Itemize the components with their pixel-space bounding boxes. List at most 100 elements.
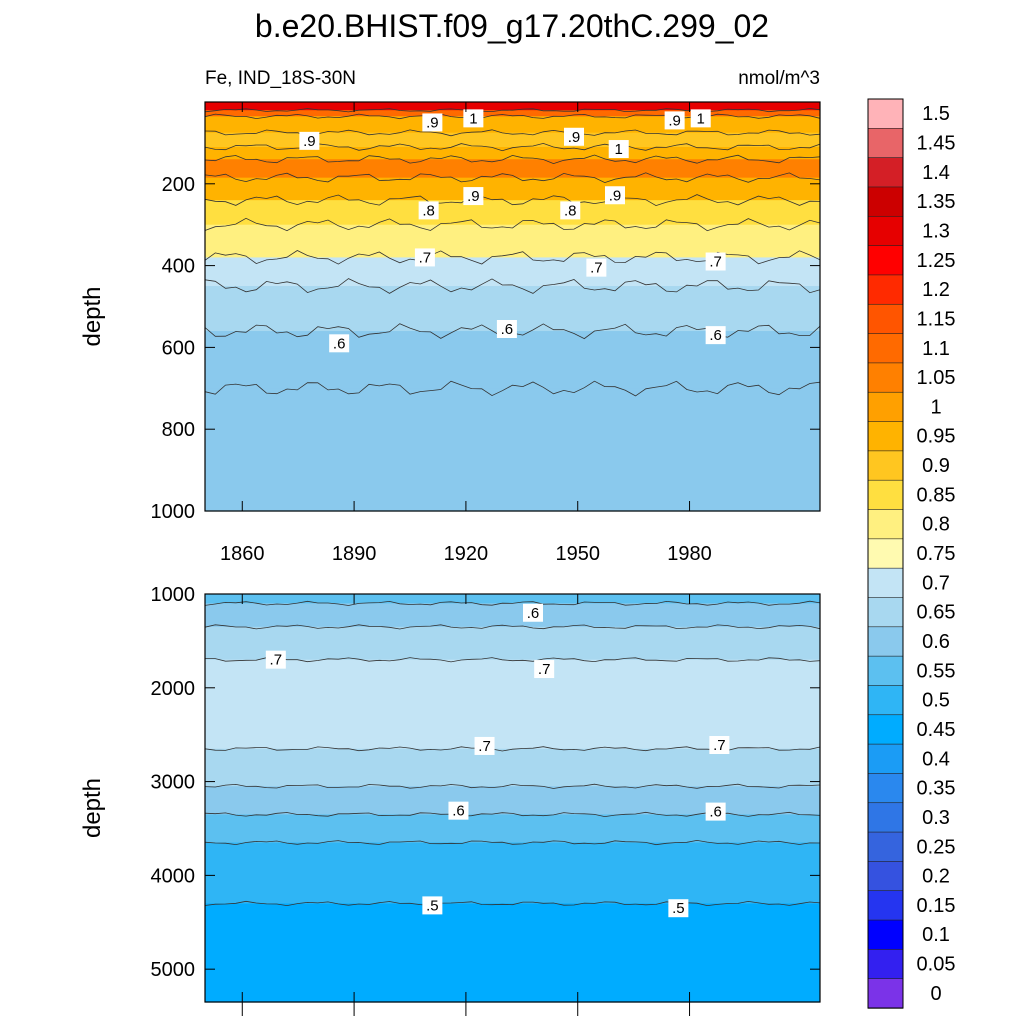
y-tick-label: 5000	[151, 959, 196, 981]
colorbar-swatch	[867, 333, 904, 364]
contour-label: .7	[478, 738, 491, 755]
colorbar-swatch	[867, 128, 904, 159]
colorbar-swatch	[867, 215, 904, 247]
colorbar-swatch	[867, 714, 904, 745]
contour-label: .7	[538, 661, 551, 678]
plot-frame	[204, 101, 821, 512]
contour-line	[204, 783, 821, 789]
colorbar-label: 0.15	[917, 895, 956, 917]
colorbar-label: 0.25	[917, 836, 956, 858]
data-band	[205, 102, 820, 111]
contour-label: .9	[426, 114, 439, 131]
colorbar-label: 0.5	[922, 690, 950, 712]
contour-line	[204, 217, 821, 232]
data-band	[205, 786, 820, 816]
colorbar-label: 1.5	[922, 103, 950, 125]
contour-label: .7	[713, 737, 726, 754]
contour-label-box	[709, 736, 730, 755]
colorbar-label: 0.55	[917, 660, 956, 682]
contour-line	[204, 624, 821, 630]
contour-label-box	[564, 127, 584, 146]
contour-label-box	[463, 187, 484, 206]
colorbar-frame	[867, 98, 904, 1009]
contour-line	[204, 250, 821, 265]
contour-line	[204, 900, 821, 907]
data-band	[205, 842, 820, 905]
colorbar-label: 1.35	[917, 191, 956, 213]
y-tick-label: 1000	[151, 501, 196, 523]
colorbar-swatch	[867, 245, 904, 276]
colorbar-swatch	[867, 743, 904, 775]
units-label: nmol/m^3	[738, 68, 820, 89]
contour-label: .6	[527, 605, 540, 622]
colorbar-swatch	[867, 655, 904, 687]
data-band	[205, 331, 820, 389]
contour-label-box	[690, 109, 711, 128]
contour-line	[204, 194, 821, 207]
colorbar-swatch	[867, 597, 904, 628]
contour-label-box	[560, 201, 581, 220]
colorbar-label: 0.4	[922, 748, 950, 770]
y-tick-label: 800	[162, 419, 195, 441]
colorbar-label: 0	[930, 983, 941, 1005]
contour-label: .9	[467, 188, 480, 205]
data-band	[205, 132, 820, 148]
colorbar-swatch	[867, 802, 904, 833]
data-band	[205, 594, 820, 604]
chart-title: b.e20.BHIST.f09_g17.20thC.299_02	[254, 8, 770, 44]
data-band	[205, 659, 820, 750]
colorbar-label: 0.3	[922, 807, 950, 829]
colorbar-swatch	[867, 949, 904, 980]
plot-frame	[204, 593, 821, 1003]
contour-label: .8	[564, 202, 577, 219]
colorbar-swatch	[867, 157, 904, 188]
contour-line	[204, 278, 821, 294]
contour-label: 1	[697, 110, 705, 127]
colorbar-label: 1.4	[922, 162, 950, 184]
colorbar-swatch	[867, 626, 904, 657]
contour-line	[204, 657, 821, 663]
contour-label-box	[463, 109, 484, 128]
colorbar-swatch	[867, 362, 904, 393]
data-band	[205, 177, 820, 201]
colorbar-label: 0.2	[922, 866, 950, 888]
colorbar-swatch	[867, 450, 904, 481]
contour-line	[204, 154, 821, 165]
contour-label: 1	[615, 141, 623, 158]
contour-label: .6	[709, 804, 722, 821]
colorbar-label: 0.45	[917, 719, 956, 741]
x-tick-label: 1980	[667, 543, 712, 565]
colorbar-swatch	[867, 391, 904, 423]
y-tick-label: 4000	[151, 865, 196, 887]
colorbar-label: 1.2	[922, 279, 950, 301]
data-band	[205, 257, 820, 287]
colorbar-label: 1.05	[917, 367, 956, 389]
colorbar-swatch	[867, 186, 904, 217]
contour-label-box	[586, 258, 607, 277]
y-tick-label: 200	[162, 174, 195, 196]
contour-label-box	[496, 319, 517, 338]
data-band	[205, 626, 820, 661]
contour-line	[204, 107, 821, 113]
contour-label-box	[474, 736, 495, 755]
x-tick-label: 1890	[332, 543, 377, 565]
colorbar-swatch	[867, 421, 904, 452]
colorbar-swatch	[867, 303, 904, 335]
colorbar-label: 0.65	[917, 602, 956, 624]
y-tick-label: 1000	[151, 584, 196, 606]
contour-label-box	[605, 186, 625, 205]
data-band	[205, 903, 820, 1003]
contour-label-box	[418, 201, 439, 220]
data-band	[205, 224, 820, 259]
contour-line	[204, 172, 821, 184]
colorbar-label: 0.1	[922, 924, 950, 946]
contour-label: .6	[452, 803, 465, 820]
colorbar-label: 0.05	[917, 954, 956, 976]
colorbar-swatch	[867, 538, 904, 569]
colorbar-swatch	[867, 773, 904, 804]
contour-label-box	[705, 802, 726, 821]
contour-label-box	[705, 252, 726, 271]
y-tick-label: 2000	[151, 678, 196, 700]
colorbar-label: 0.8	[922, 514, 950, 536]
